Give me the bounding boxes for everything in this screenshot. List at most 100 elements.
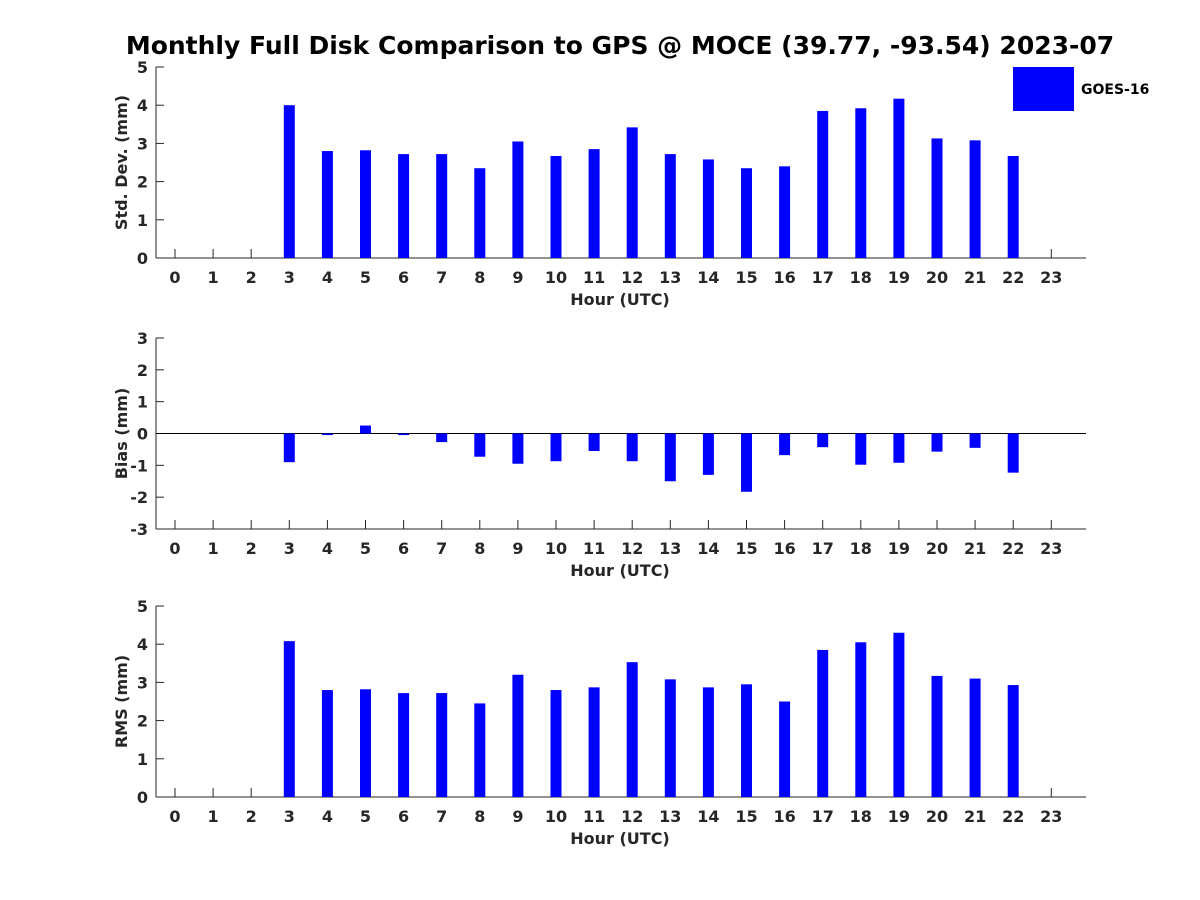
x-tick-label: 3	[284, 539, 295, 558]
x-tick-label: 18	[850, 807, 872, 826]
bar-hour-9	[512, 433, 524, 464]
chart-title: Monthly Full Disk Comparison to GPS @ MO…	[126, 31, 1114, 60]
bar-hour-3	[283, 433, 295, 463]
x-tick-label: 6	[398, 539, 409, 558]
x-tick-label: 6	[398, 807, 409, 826]
x-tick-label: 8	[474, 807, 485, 826]
x-tick-label: 3	[284, 268, 295, 287]
y-tick-label: 3	[137, 329, 148, 348]
bar-hour-19	[893, 632, 905, 797]
x-tick-label: 21	[964, 807, 986, 826]
y-tick-label: 1	[137, 750, 148, 769]
x-tick-label: 17	[812, 268, 834, 287]
bar-hour-6	[398, 433, 410, 436]
x-tick-label: 10	[545, 539, 567, 558]
x-tick-label: 10	[545, 268, 567, 287]
x-tick-label: 12	[621, 807, 643, 826]
bar-hour-14	[702, 159, 714, 258]
bar-hour-22	[1007, 156, 1019, 258]
bar-hour-17	[817, 649, 829, 797]
x-tick-label: 1	[208, 807, 219, 826]
bar-hour-3	[283, 105, 295, 258]
bar-hour-13	[664, 154, 676, 258]
legend: GOES-16	[1013, 67, 1149, 111]
bar-hour-19	[893, 98, 905, 259]
x-tick-label: 13	[659, 268, 681, 287]
bar-hour-3	[283, 641, 295, 797]
x-tick-label: 16	[773, 807, 795, 826]
y-tick-label: -2	[130, 488, 148, 507]
bar-hour-17	[817, 433, 829, 448]
y-tick-label: 4	[137, 635, 148, 654]
y-tick-label: 1	[137, 393, 148, 412]
x-tick-label: 20	[926, 268, 948, 287]
bar-hour-20	[931, 433, 943, 452]
x-tick-label: 19	[888, 807, 910, 826]
x-tick-label: 7	[436, 268, 447, 287]
x-tick-label: 14	[697, 807, 719, 826]
x-tick-label: 22	[1002, 539, 1024, 558]
x-tick-label: 18	[850, 539, 872, 558]
y-tick-label: 3	[137, 673, 148, 692]
bar-hour-8	[474, 168, 486, 258]
x-tick-label: 0	[169, 539, 180, 558]
legend-label: GOES-16	[1081, 82, 1149, 98]
bar-hour-4	[321, 433, 333, 436]
bar-hour-10	[550, 433, 562, 462]
x-tick-label: 5	[360, 807, 371, 826]
x-tick-label: 18	[850, 268, 872, 287]
y-tick-label: -1	[130, 456, 148, 475]
y-axis-label: RMS (mm)	[112, 655, 131, 748]
x-tick-label: 13	[659, 807, 681, 826]
x-tick-label: 2	[246, 268, 257, 287]
x-tick-label: 1	[208, 539, 219, 558]
y-tick-label: -3	[130, 520, 148, 539]
x-tick-label: 11	[583, 268, 605, 287]
x-tick-label: 4	[322, 268, 333, 287]
y-tick-label: 1	[137, 211, 148, 230]
bar-hour-7	[436, 693, 448, 797]
bar-hour-12	[626, 433, 638, 462]
x-tick-label: 22	[1002, 268, 1024, 287]
bar-hour-10	[550, 156, 562, 258]
bar-hour-19	[893, 433, 905, 463]
bar-hour-6	[398, 154, 410, 258]
x-tick-label: 6	[398, 268, 409, 287]
y-tick-label: 0	[137, 249, 148, 268]
x-tick-label: 12	[621, 268, 643, 287]
y-tick-label: 3	[137, 134, 148, 153]
x-tick-label: 3	[284, 807, 295, 826]
x-tick-label: 1	[208, 268, 219, 287]
bar-hour-8	[474, 703, 486, 797]
x-tick-label: 11	[583, 807, 605, 826]
y-tick-label: 5	[137, 58, 148, 77]
x-tick-label: 21	[964, 268, 986, 287]
bar-hour-17	[817, 110, 829, 259]
bar-hour-15	[741, 684, 752, 797]
x-tick-label: 8	[474, 539, 485, 558]
bar-hour-21	[969, 678, 981, 797]
x-tick-label: 7	[436, 539, 447, 558]
x-tick-label: 23	[1040, 539, 1062, 558]
bar-hour-13	[664, 679, 676, 797]
x-axis-label: Hour (UTC)	[570, 290, 670, 309]
bar-hour-18	[855, 433, 867, 465]
bar-hour-16	[779, 166, 791, 258]
y-axis-label: Bias (mm)	[112, 388, 131, 480]
y-axis-label: Std. Dev. (mm)	[112, 95, 131, 230]
x-tick-label: 12	[621, 539, 643, 558]
bar-hour-5	[360, 425, 371, 434]
x-tick-label: 10	[545, 807, 567, 826]
y-tick-label: 2	[137, 361, 148, 380]
bar-hour-18	[855, 642, 867, 797]
x-tick-label: 21	[964, 539, 986, 558]
x-tick-label: 14	[697, 268, 719, 287]
x-tick-label: 19	[888, 539, 910, 558]
bar-hour-20	[931, 138, 943, 258]
bar-hour-5	[360, 150, 371, 258]
bar-hour-9	[512, 141, 524, 258]
bar-hour-11	[588, 149, 600, 258]
